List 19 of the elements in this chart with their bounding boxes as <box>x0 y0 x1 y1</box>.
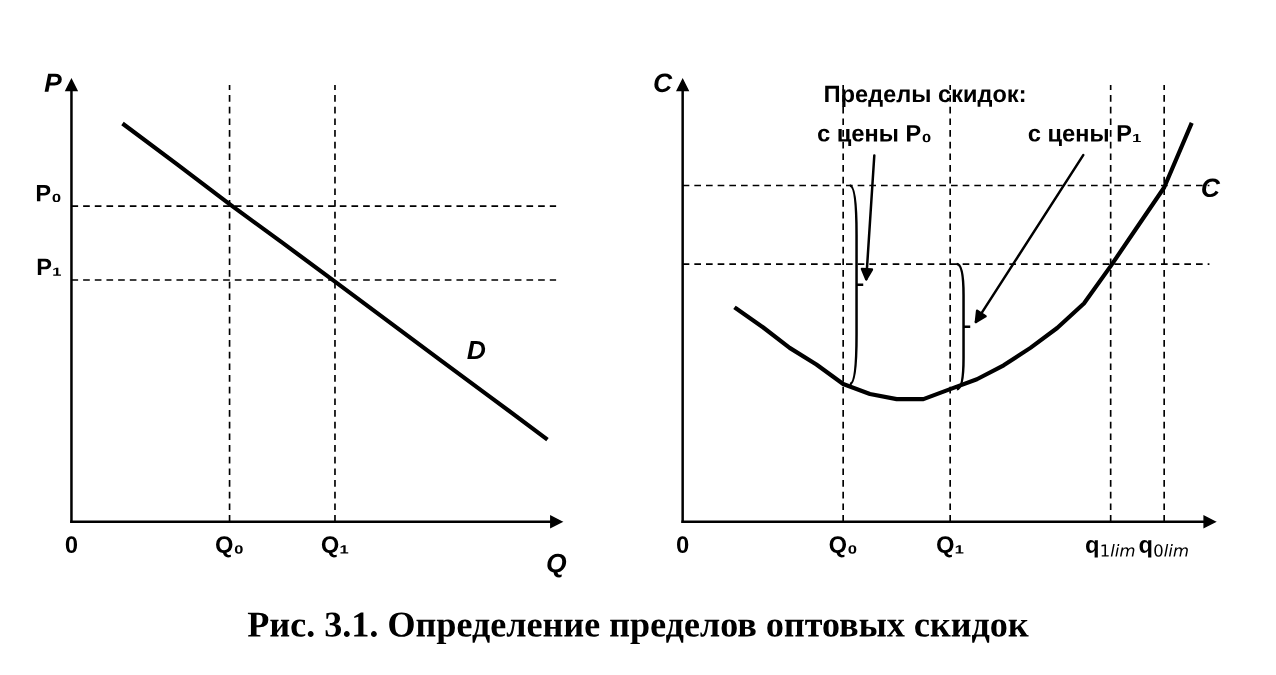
text: Пределы скидок: <box>825 85 1025 107</box>
x-tick-label: q$_{0lim}$ <box>1139 539 1188 558</box>
ref-line-label: P₀ <box>36 185 61 203</box>
annotation: с цены P₁ <box>1028 125 1141 147</box>
x-tick-label: q$_{1lim}$ <box>1086 539 1135 558</box>
x-tick-label: Q₀ <box>216 536 243 558</box>
series-label: C <box>1202 178 1221 198</box>
series-label: D <box>467 340 486 360</box>
y-axis-title: P <box>44 73 62 92</box>
x-tick-label: 0 <box>65 536 78 554</box>
x-tick-label: Q₁ <box>321 536 349 558</box>
x-tick-label: Q₀ <box>829 536 857 558</box>
y-axis-title: C <box>654 73 673 93</box>
x-axis-title: Q <box>547 553 567 578</box>
x-tick-label: Q₁ <box>937 536 964 558</box>
ref-line-label: P₁ <box>37 258 61 276</box>
annotation: с цены P₀ <box>818 125 931 147</box>
x-tick-label: 0 <box>677 536 689 554</box>
text: Рис. 3.1. Определение пределов оптовых скидок <box>247 612 1029 645</box>
